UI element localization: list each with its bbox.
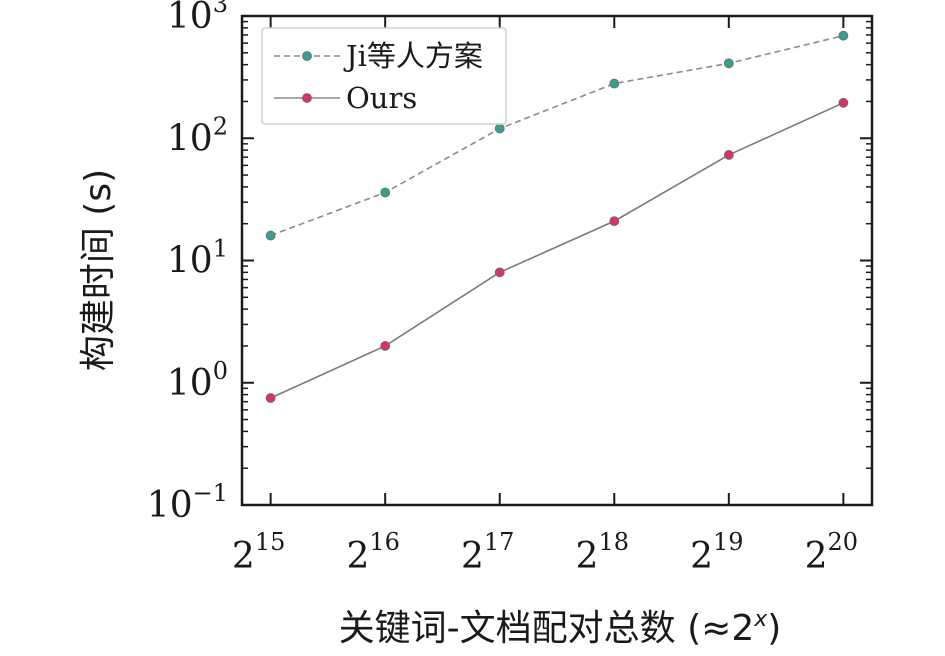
x-tick-label: 217 xyxy=(461,528,514,577)
ticks-layer: 10−1 100 101 102 103 215 216 217 218 219 220 xyxy=(147,0,872,577)
series-point-2 xyxy=(265,393,276,403)
x-axis-label: 关键词-文档配对总数 (≈2x) xyxy=(339,607,782,649)
series-point-2 xyxy=(723,150,734,160)
legend-box xyxy=(261,27,507,125)
legend-label: Ji等人方案 xyxy=(343,39,483,73)
legend: Ji等人方案 Ours xyxy=(261,27,507,125)
series-point-2 xyxy=(494,267,505,278)
y-tick-label: 100 xyxy=(167,357,228,404)
y-tick-label: 101 xyxy=(167,235,228,282)
x-tick-label: 218 xyxy=(576,528,629,577)
legend-swatch-marker xyxy=(302,93,312,103)
series-line-2 xyxy=(270,102,844,399)
legend-label: Ours xyxy=(346,81,417,115)
y-tick-label: 103 xyxy=(167,0,228,37)
x-tick-label: 219 xyxy=(690,528,743,577)
x-axis-label-text: 关键词-文档配对总数 (≈2 xyxy=(339,608,755,649)
x-axis-label-sup: x xyxy=(753,607,768,632)
series-point-1 xyxy=(723,58,734,69)
series-line-1 xyxy=(270,34,844,237)
legend-swatch-marker xyxy=(302,51,312,61)
series-point-1 xyxy=(609,78,620,89)
series-point-1 xyxy=(838,30,849,41)
x-tick-label: 220 xyxy=(805,528,858,577)
y-tick-label: 102 xyxy=(167,112,228,159)
series-point-1 xyxy=(494,123,505,134)
series-point-2 xyxy=(380,341,391,351)
series-point-1 xyxy=(265,230,276,241)
marks-layer xyxy=(265,30,849,403)
series-point-2 xyxy=(838,97,849,108)
x-tick-label: 216 xyxy=(346,528,399,577)
series-point-2 xyxy=(609,216,620,227)
y-axis-label: 构建时间 (s) xyxy=(78,169,119,371)
x-tick-label: 215 xyxy=(232,528,285,577)
series-point-1 xyxy=(380,187,391,198)
y-tick-label: 10−1 xyxy=(147,479,228,526)
x-axis-label-close: ) xyxy=(767,608,781,649)
